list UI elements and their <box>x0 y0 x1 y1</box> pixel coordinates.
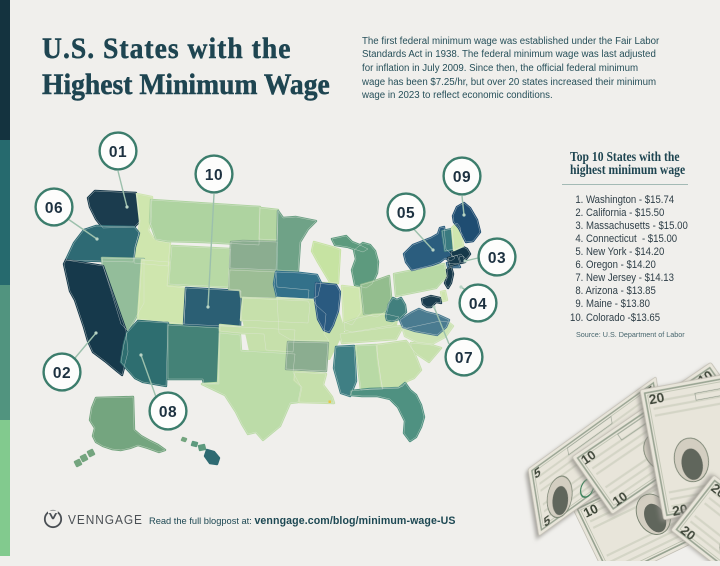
svg-text:20: 20 <box>708 480 720 501</box>
svg-text:10: 10 <box>610 489 631 509</box>
svg-text:06: 06 <box>45 200 63 217</box>
svg-text:04: 04 <box>469 296 487 313</box>
svg-text:02: 02 <box>53 365 71 382</box>
svg-text:10: 10 <box>205 167 223 184</box>
svg-text:5: 5 <box>543 511 551 530</box>
svg-text:01: 01 <box>109 144 127 161</box>
svg-text:20: 20 <box>647 389 665 408</box>
svg-text:10: 10 <box>578 447 599 467</box>
svg-text:07: 07 <box>455 350 473 367</box>
svg-text:5: 5 <box>533 463 541 482</box>
svg-text:08: 08 <box>159 404 177 421</box>
svg-text:03: 03 <box>488 250 506 267</box>
svg-text:10: 10 <box>581 501 601 521</box>
svg-text:05: 05 <box>397 205 415 222</box>
svg-text:09: 09 <box>453 169 471 186</box>
